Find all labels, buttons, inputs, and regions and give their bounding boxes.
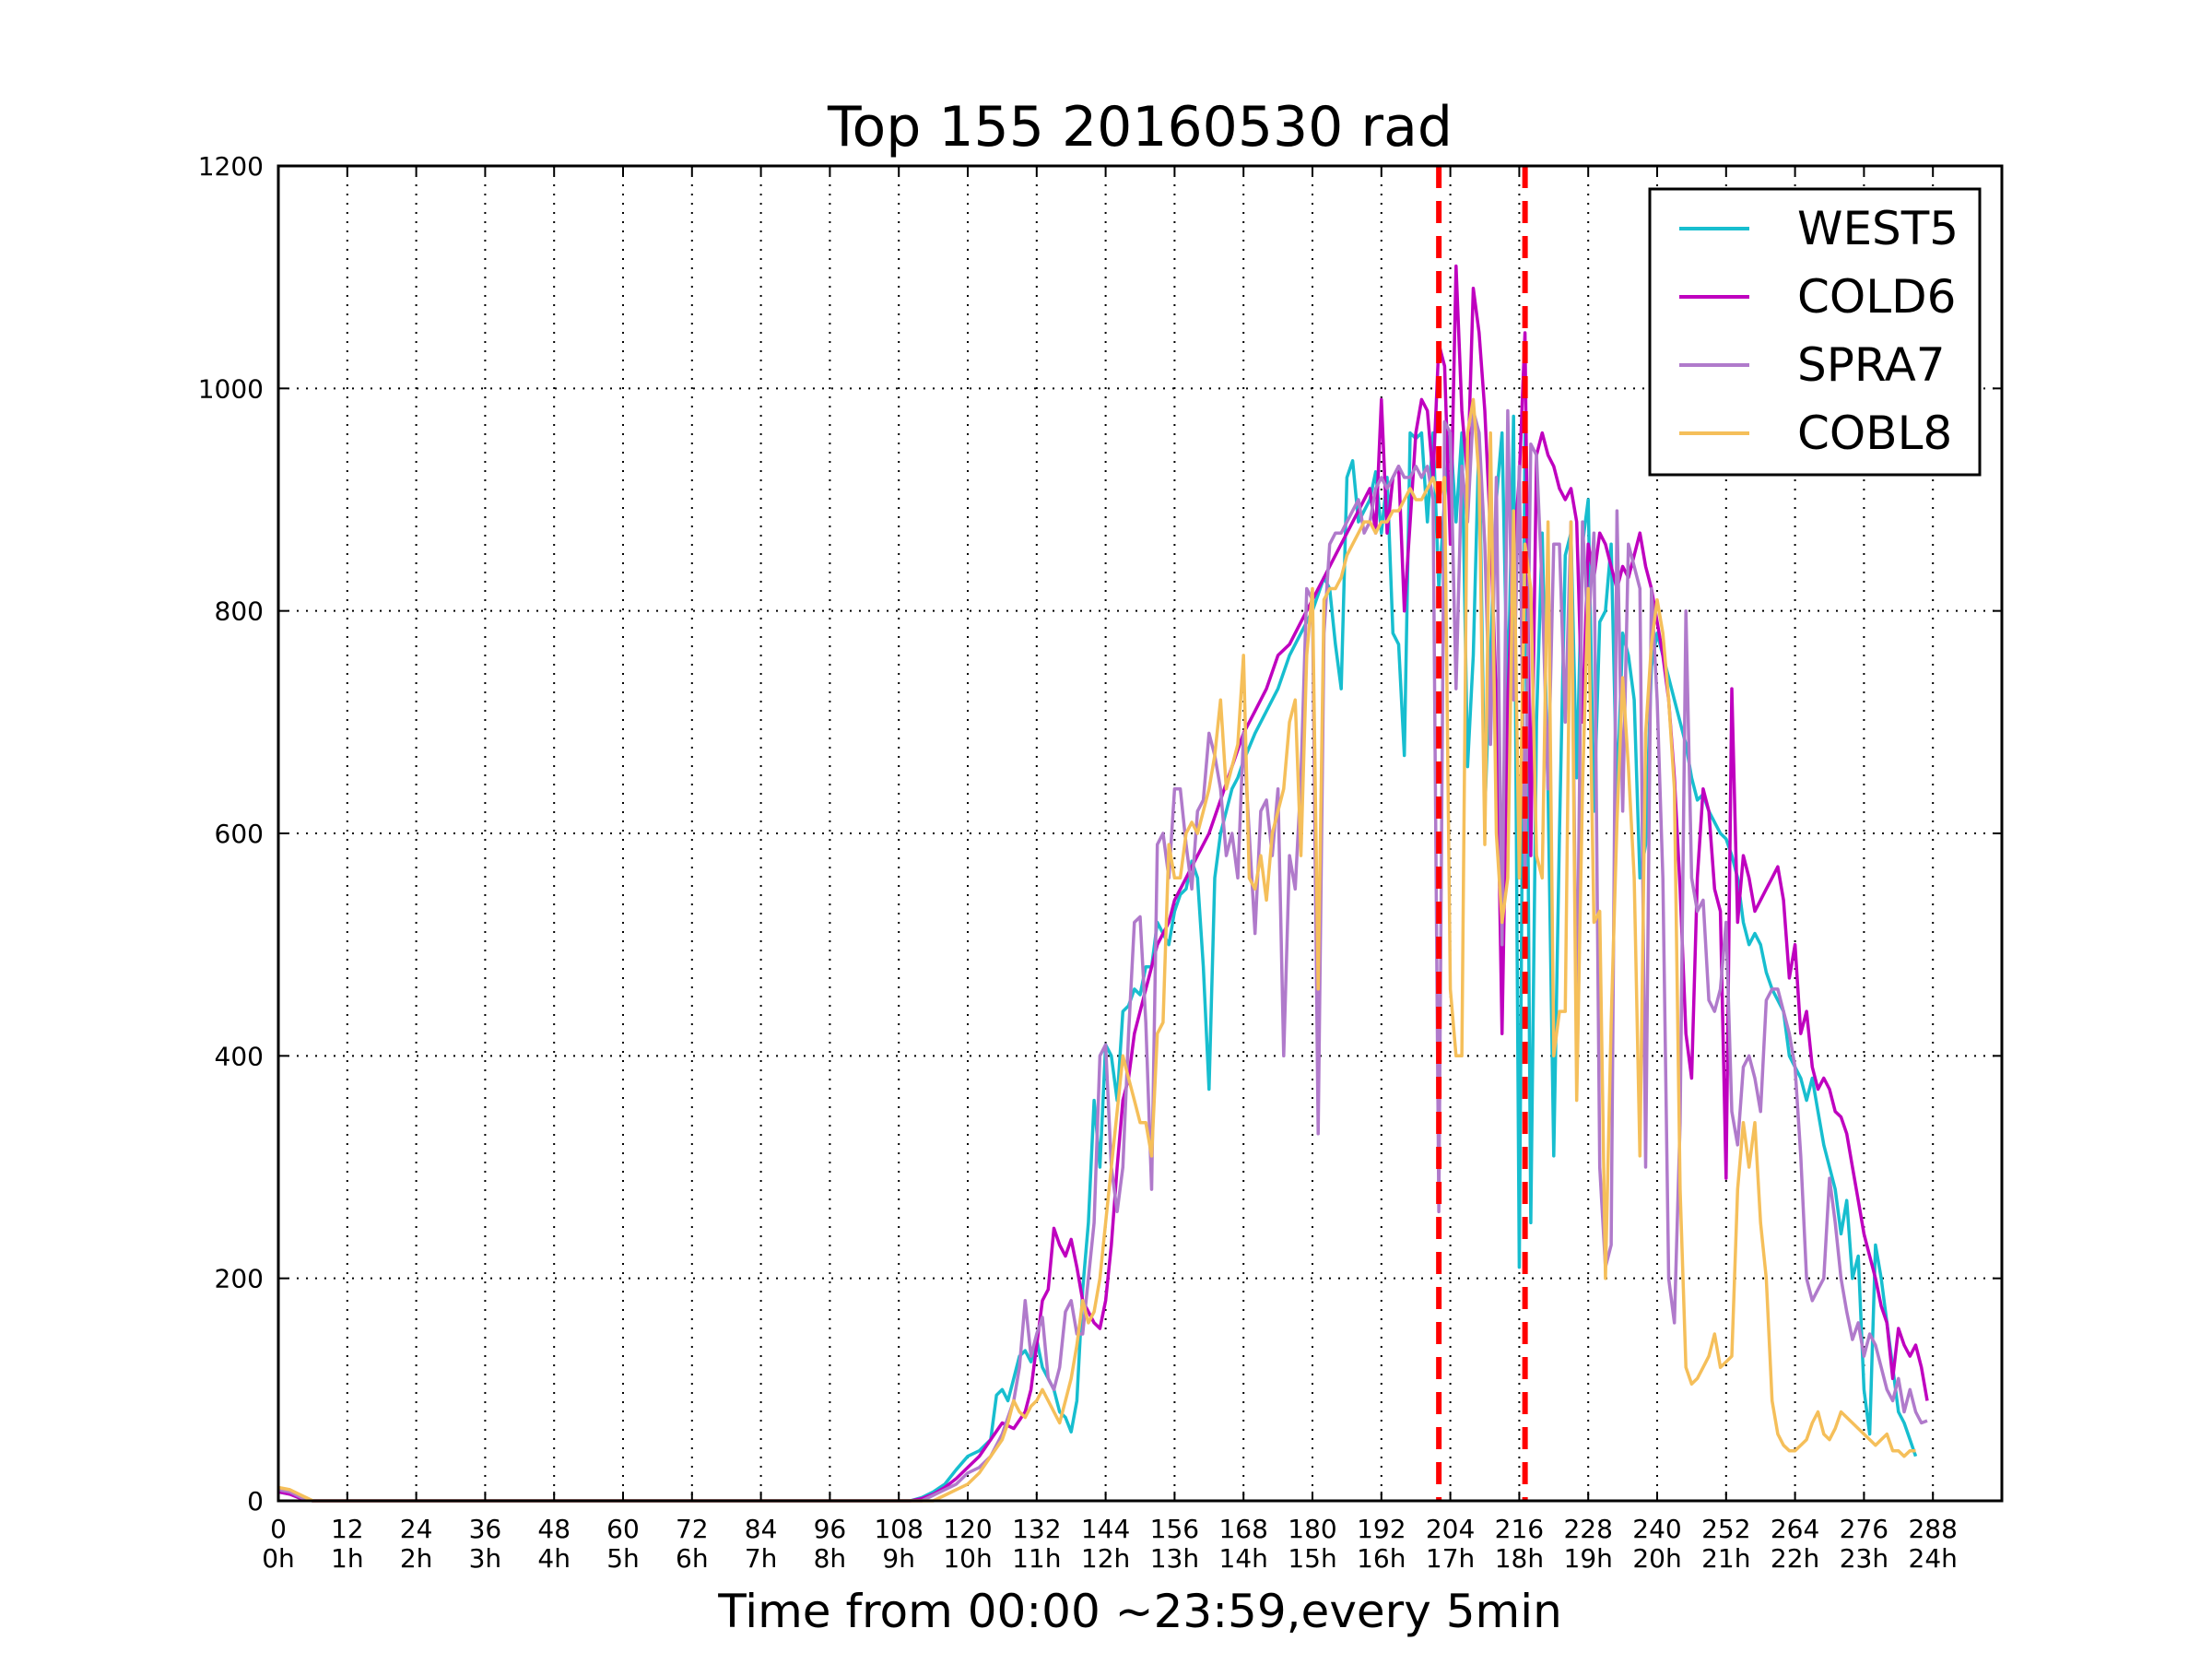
x-tick-label: 264 [1771,1514,1819,1544]
y-tick-label: 800 [215,596,264,627]
legend-label: SPRA7 [1797,338,1946,392]
x-tick-sublabel: 16h [1357,1543,1406,1574]
x-tick-sublabel: 6h [676,1543,709,1574]
vertical-markers [1436,166,1528,1501]
x-tick-label: 132 [1012,1514,1061,1544]
x-tick-label: 180 [1288,1514,1336,1544]
x-tick-label: 0 [270,1514,287,1544]
x-tick-sublabel: 9h [882,1543,915,1574]
x-tick-label: 108 [874,1514,923,1544]
x-tick-sublabel: 14h [1219,1543,1268,1574]
x-tick-sublabel: 20h [1632,1543,1681,1574]
x-tick-label: 96 [814,1514,847,1544]
y-tick-label: 600 [215,819,264,849]
x-tick-sublabel: 12h [1081,1543,1130,1574]
x-tick-sublabel: 17h [1426,1543,1475,1574]
x-tick-label: 168 [1218,1514,1267,1544]
x-tick-sublabel: 0h [262,1543,295,1574]
x-tick-label: 276 [1840,1514,1888,1544]
x-tick-label: 240 [1632,1514,1681,1544]
x-tick-sublabel: 5h [606,1543,640,1574]
x-tick-sublabel: 22h [1771,1543,1819,1574]
axis-ticks: 00h121h242h363h484h605h726h847h968h1089h… [198,151,2002,1574]
series-line-cold6 [277,264,1929,1503]
x-tick-sublabel: 13h [1150,1543,1199,1574]
x-tick-label: 216 [1495,1514,1544,1544]
legend-box [1648,187,1982,477]
x-tick-sublabel: 10h [943,1543,992,1574]
x-tick-sublabel: 23h [1840,1543,1888,1574]
y-tick-label: 200 [215,1264,264,1294]
x-tick-label: 156 [1150,1514,1199,1544]
legend-label: WEST5 [1797,202,1959,255]
x-tick-label: 252 [1701,1514,1750,1544]
legend: WEST5 COLD6 SPRA7 COBL8 [1648,187,1982,477]
x-tick-label: 72 [676,1514,709,1544]
x-tick-sublabel: 24h [1909,1543,1958,1574]
x-tick-label: 48 [537,1514,571,1544]
chart-title: Top 155 20160530 rad [827,95,1453,159]
series-line-cobl8 [277,397,1916,1503]
x-tick-label: 60 [606,1514,640,1544]
x-tick-sublabel: 11h [1012,1543,1061,1574]
x-tick-sublabel: 2h [400,1543,433,1574]
x-tick-sublabel: 3h [469,1543,502,1574]
x-tick-label: 204 [1426,1514,1475,1544]
legend-label: COLD6 [1797,270,1956,324]
x-tick-label: 36 [469,1514,502,1544]
x-tick-sublabel: 19h [1564,1543,1613,1574]
x-tick-sublabel: 18h [1495,1543,1544,1574]
series-lines [277,264,1929,1503]
x-tick-label: 192 [1357,1514,1406,1544]
x-tick-sublabel: 7h [745,1543,778,1574]
x-tick-label: 144 [1081,1514,1130,1544]
x-axis-label: Time from 00:00 ~23:59,every 5min [717,1585,1562,1638]
series-line-west5 [277,414,1918,1503]
series-line-spra7 [277,408,1928,1503]
x-tick-sublabel: 21h [1701,1543,1750,1574]
y-tick-label: 1000 [198,373,264,404]
x-tick-label: 12 [331,1514,364,1544]
legend-label: COBL8 [1797,407,1952,460]
x-tick-sublabel: 1h [331,1543,364,1574]
y-tick-label: 1200 [198,151,264,182]
x-tick-label: 120 [943,1514,992,1544]
x-tick-sublabel: 4h [537,1543,571,1574]
y-tick-label: 0 [247,1486,264,1516]
x-tick-sublabel: 15h [1288,1543,1336,1574]
x-tick-label: 288 [1908,1514,1957,1544]
y-tick-label: 400 [215,1041,264,1071]
x-tick-sublabel: 8h [814,1543,847,1574]
x-tick-label: 228 [1563,1514,1612,1544]
x-tick-label: 84 [745,1514,778,1544]
x-tick-label: 24 [400,1514,433,1544]
